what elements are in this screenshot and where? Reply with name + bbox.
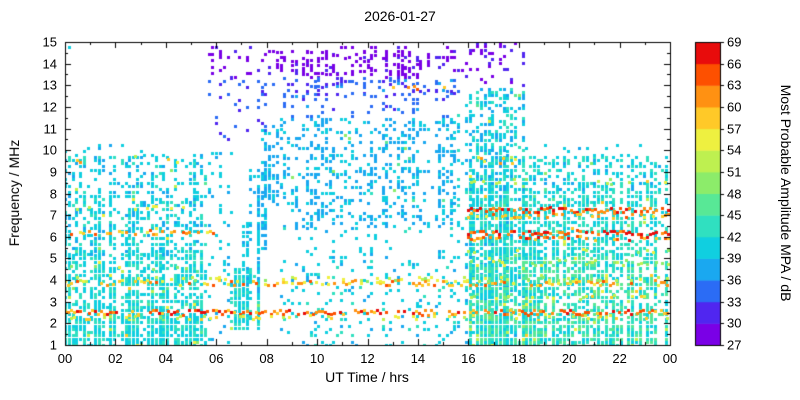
x-tick-label: 00 [662,351,678,366]
colorbar-tick-label: 63 [727,77,742,93]
x-tick-label: 16 [461,351,476,366]
x-tick-label: 20 [561,351,577,366]
y-tick-label: 9 [49,164,57,180]
colorbar-tick-label: 69 [727,34,742,50]
x-tick-label: 04 [158,351,174,366]
y-tick-label: 14 [42,56,57,72]
x-tick-label: 08 [259,351,274,366]
x-tick-label: 06 [209,351,224,366]
x-tick-label: 22 [612,351,627,366]
y-tick-label: 13 [42,77,57,93]
colorbar-tick-label: 60 [727,99,742,115]
colorbar-tick-label: 42 [727,229,742,245]
y-tick-label: 11 [43,121,58,137]
colorbar-tick-label: 39 [727,250,742,266]
y-tick-label: 8 [49,186,57,201]
colorbar-tick-label: 48 [727,186,742,201]
x-axis-label: UT Time / hrs [325,369,409,385]
x-tick-label: 12 [360,351,375,366]
colorbar-tick-label: 54 [727,142,742,158]
x-tick-label: 02 [108,351,123,366]
colorbar-tick-label: 30 [727,315,742,331]
y-tick-label: 1 [49,337,57,353]
y-tick-label: 5 [49,250,57,266]
y-tick-label: 7 [49,207,57,223]
y-tick-label: 3 [49,294,57,310]
colorbar-tick-label: 57 [727,121,742,137]
colorbar-tick-label: 51 [727,164,742,180]
y-tick-label: 6 [49,229,57,245]
colorbar-tick-label: 27 [727,337,742,353]
colorbar-tick-label: 36 [727,272,742,288]
y-tick-label: 12 [42,99,57,115]
x-tick-label: 18 [511,351,526,366]
chart-title: 2026-01-27 [364,8,436,24]
y-tick-label: 4 [49,272,57,288]
x-tick-label: 10 [309,351,325,366]
x-tick-label: 14 [410,351,426,366]
y-tick-label: 10 [42,142,57,158]
colorbar-tick-label: 45 [727,207,742,223]
colorbar-tick-label: 33 [727,294,742,310]
colorbar-label: Most Probable Amplitude MPA / dB [778,84,794,302]
y-tick-label: 15 [42,34,57,50]
colorbar-tick-label: 66 [727,56,742,72]
y-tick-label: 2 [49,315,57,331]
x-tick-label: 00 [57,351,73,366]
